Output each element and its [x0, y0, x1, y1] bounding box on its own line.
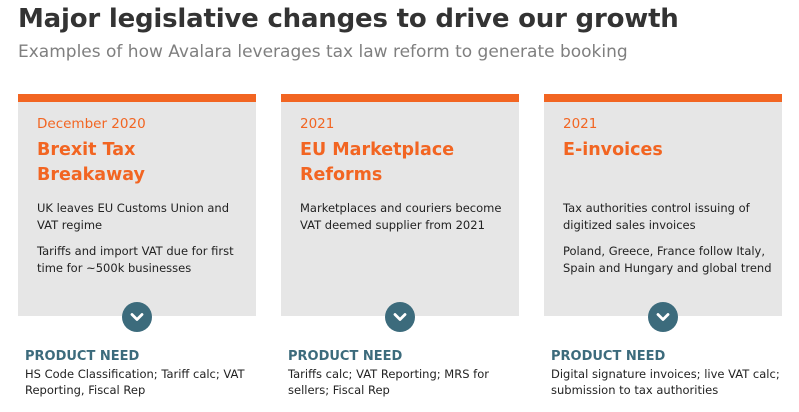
chevron-down-icon [385, 302, 415, 332]
card-e-invoices: 2021 E-invoices Tax authorities control … [544, 94, 782, 316]
product-need-brexit: PRODUCT NEED HS Code Classification; Tar… [25, 349, 265, 398]
card-body-paragraph: UK leaves EU Customs Union and VAT regim… [37, 201, 230, 232]
card-body: Tax authorities control issuing of digit… [563, 200, 773, 286]
card-heading: E-invoices [563, 140, 663, 160]
card-brexit: December 2020 Brexit Tax Breakaway UK le… [18, 94, 256, 316]
product-need-e-invoices: PRODUCT NEED Digital signature invoices;… [551, 349, 791, 398]
card-eu-marketplace: 2021 EU Marketplace Reforms Marketplaces… [281, 94, 519, 316]
card-body: Marketplaces and couriers become VAT dee… [300, 200, 510, 243]
product-need-label: PRODUCT NEED [288, 349, 403, 364]
card-date: 2021 [300, 116, 335, 132]
product-need-label: PRODUCT NEED [25, 349, 140, 364]
card-body-paragraph: Poland, Greece, France follow Italy, Spa… [563, 244, 772, 275]
product-need-label: PRODUCT NEED [551, 349, 666, 364]
page-subtitle: Examples of how Avalara leverages tax la… [18, 42, 628, 62]
card-heading: Brexit Tax Breakaway [37, 140, 145, 185]
card-body-paragraph: Marketplaces and couriers become VAT dee… [300, 201, 502, 232]
product-need-eu-marketplace: PRODUCT NEED Tariffs calc; VAT Reporting… [288, 349, 528, 398]
card-date: December 2020 [37, 116, 146, 132]
page-title: Major legislative changes to drive our g… [18, 4, 679, 34]
chevron-down-icon [122, 302, 152, 332]
card-body-paragraph: Tariffs and import VAT due for first tim… [37, 244, 234, 275]
product-need-text: Tariffs calc; VAT Reporting; MRS for sel… [288, 367, 489, 397]
chevron-down-icon [648, 302, 678, 332]
product-need-text: Digital signature invoices; live VAT cal… [551, 367, 780, 397]
card-date: 2021 [563, 116, 598, 132]
card-heading: EU Marketplace Reforms [300, 140, 455, 185]
product-need-text: HS Code Classification; Tariff calc; VAT… [25, 367, 245, 397]
card-body-paragraph: Tax authorities control issuing of digit… [563, 201, 750, 232]
card-body: UK leaves EU Customs Union and VAT regim… [37, 200, 247, 286]
